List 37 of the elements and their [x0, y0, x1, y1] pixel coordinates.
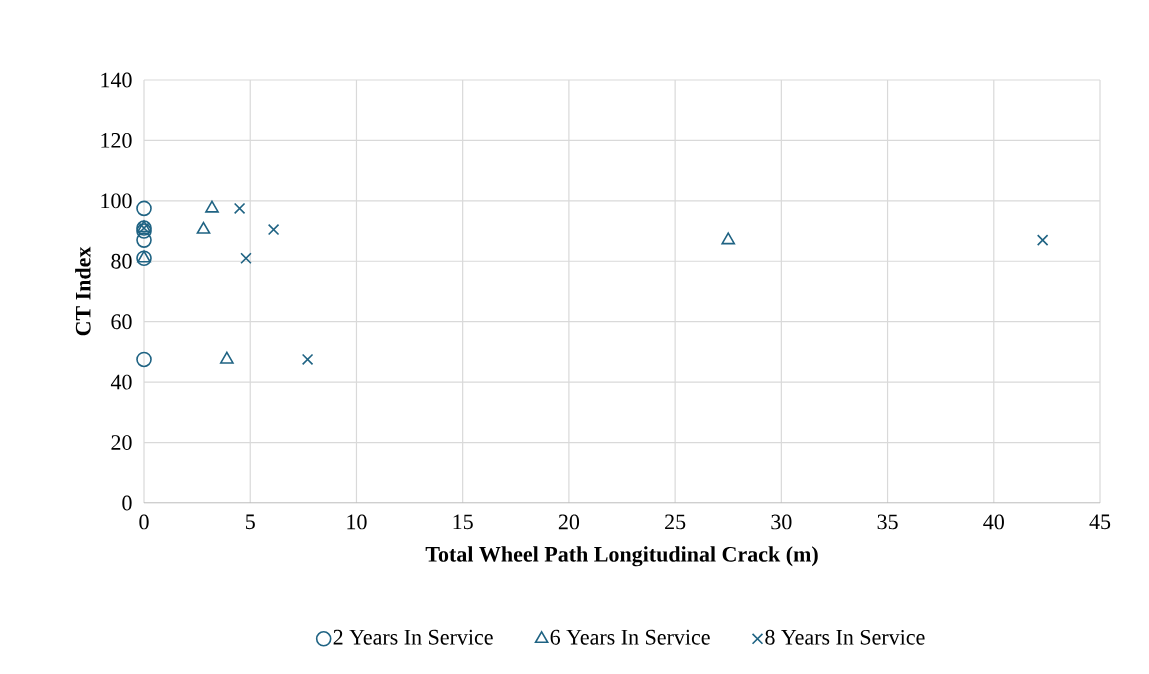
- point: [205, 200, 219, 213]
- x-tick-label: 15: [453, 514, 473, 530]
- y-axis-title: CT Index: [75, 246, 91, 336]
- y-tick-label: 100: [101, 193, 132, 209]
- point: [267, 223, 280, 236]
- y-tick-label: 140: [101, 72, 132, 88]
- y-tick-label: 80: [111, 253, 132, 269]
- x-tick-label: 30: [771, 514, 792, 530]
- point: [136, 351, 152, 368]
- point: [136, 200, 152, 217]
- y-tick-label: 20: [111, 435, 132, 450]
- y-tick-label: 60: [111, 314, 132, 330]
- point: [136, 250, 152, 267]
- point: [220, 351, 234, 364]
- point: [721, 232, 736, 245]
- x-tick-label: 35: [877, 514, 898, 530]
- x-axis-title: Total Wheel Path Longitudinal Crack (m): [425, 546, 818, 567]
- point: [240, 252, 252, 264]
- point: [301, 353, 314, 366]
- x-tick-label: 40: [983, 514, 1004, 530]
- y-tick-label: 120: [101, 133, 132, 148]
- x-tick-label: 20: [558, 514, 580, 530]
- y-tick-label: 40: [110, 374, 132, 390]
- legend-label: 8 Years In Service: [765, 629, 925, 645]
- x-tick-label: 25: [665, 514, 686, 530]
- y-tick-label: 0: [122, 495, 132, 511]
- legend-label: 6 Years In Service: [550, 629, 710, 645]
- x-tick-label: 0: [139, 514, 149, 530]
- x-tick-label: 45: [1089, 514, 1111, 530]
- point: [233, 202, 246, 215]
- point: [196, 221, 211, 234]
- point: [1036, 234, 1049, 246]
- x-tick-label: 5: [246, 514, 255, 530]
- point: [136, 232, 152, 248]
- point: [137, 250, 151, 263]
- x-tick-label: 10: [347, 514, 367, 530]
- legend-label: 2 Years In Service: [333, 629, 493, 645]
